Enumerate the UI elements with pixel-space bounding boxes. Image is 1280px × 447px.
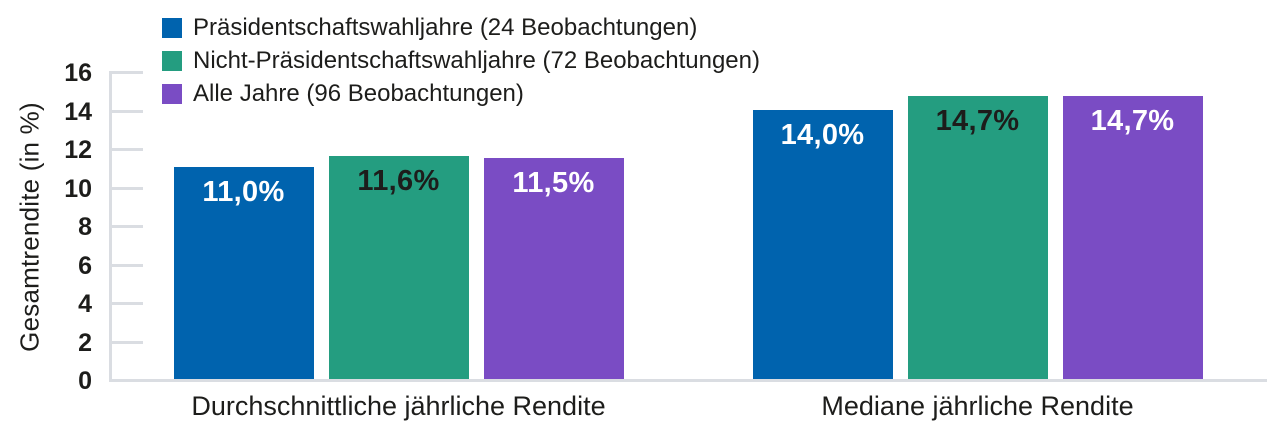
y-axis-tick-label: 10 (64, 174, 92, 203)
bar-value-label: 11,6% (357, 164, 440, 197)
bar: 11,6% (328, 155, 469, 379)
bar-value-label: 14,7% (1090, 105, 1175, 138)
y-axis-tick-label: 4 (78, 290, 92, 318)
y-axis-tick (109, 186, 143, 190)
x-axis-category-label: Mediane jährliche Rendite (821, 391, 1134, 421)
bar: 11,5% (483, 157, 624, 379)
y-axis-tick-label: 14 (64, 97, 92, 126)
x-axis-baseline (109, 379, 1267, 382)
bar-group: 14,0% 14,7% 14,7% (688, 71, 1267, 379)
y-axis-tick (109, 263, 143, 267)
bar-value-label: 14,0% (780, 118, 865, 151)
y-axis-tick-label: 6 (78, 251, 92, 280)
legend-swatch-icon (162, 51, 182, 71)
y-axis-tick (109, 302, 143, 305)
legend-label: Nicht-Präsidentschaftswahljahre (72 Beob… (193, 47, 760, 74)
legend-swatch-icon (162, 18, 182, 38)
bar: 14,7% (907, 96, 1048, 379)
legend-label: Alle Jahre (96 Beobachtungen) (193, 80, 524, 107)
y-axis-tick (109, 71, 143, 74)
y-axis-tick-label: 0 (78, 367, 92, 395)
y-axis-tick-label: 8 (78, 213, 92, 241)
y-axis-tick-label: 12 (64, 136, 92, 164)
legend: Präsidentschaftswahljahre (24 Beobachtun… (162, 15, 760, 107)
legend-item: Alle Jahre (96 Beobachtungen) (162, 81, 760, 107)
legend-item: Präsidentschaftswahljahre (24 Beobachtun… (162, 15, 760, 41)
y-axis-tick (109, 340, 143, 344)
legend-item: Nicht-Präsidentschaftswahljahre (72 Beob… (162, 48, 760, 74)
y-axis-tick-label: 16 (64, 59, 92, 87)
legend-label: Präsidentschaftswahljahre (24 Beobachtun… (193, 14, 698, 41)
bar-value-label: 11,0% (202, 176, 285, 209)
bar: 14,0% (752, 109, 893, 379)
y-axis-tick (109, 109, 143, 113)
x-axis-category-label: Durchschnittliche jährliche Rendite (191, 391, 606, 421)
y-axis-tick (109, 225, 143, 228)
y-axis-tick (109, 148, 143, 151)
bar: 14,7% (1062, 96, 1203, 379)
y-axis-tick-label: 2 (78, 328, 92, 357)
legend-swatch-icon (162, 84, 182, 104)
bar-value-label: 14,7% (935, 105, 1020, 138)
bar-group: 11,0% 11,6% 11,5% (109, 71, 688, 379)
y-axis-tick (109, 379, 143, 382)
bar-value-label: 11,5% (512, 166, 595, 199)
bar: 11,0% (173, 167, 314, 379)
